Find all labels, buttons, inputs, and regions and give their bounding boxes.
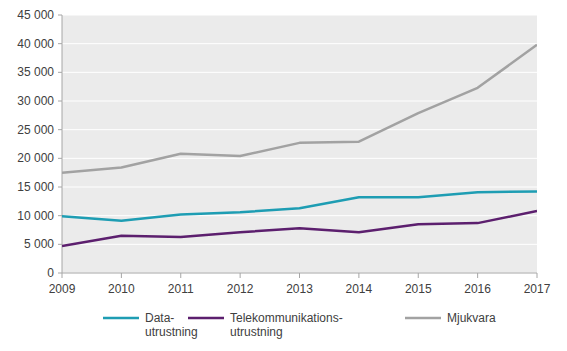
- legend-label-line: Telekommunikations-: [230, 311, 343, 325]
- legend-swatch: [188, 317, 224, 320]
- y-axis: [62, 15, 63, 273]
- plot-background: [62, 15, 537, 273]
- x-tick: [62, 273, 63, 278]
- x-tick-label: 2017: [524, 282, 551, 296]
- y-tick: [58, 101, 62, 102]
- y-tick: [58, 15, 62, 16]
- grid-line: [62, 43, 537, 44]
- legend-label-line: Data-: [145, 311, 174, 325]
- y-tick-label: 40 000: [17, 37, 54, 51]
- y-tick: [58, 187, 62, 188]
- y-tick-label: 5 000: [24, 237, 54, 251]
- y-tick: [58, 43, 62, 44]
- x-tick: [418, 273, 419, 278]
- y-tick: [58, 158, 62, 159]
- y-tick-label: 0: [47, 266, 54, 280]
- x-tick: [240, 273, 241, 278]
- grid-line: [62, 244, 537, 245]
- x-tick: [180, 273, 181, 278]
- grid-line: [62, 72, 537, 73]
- series-line: [62, 45, 537, 173]
- y-tick: [58, 244, 62, 245]
- legend-label: Telekommunikations-utrustning: [230, 311, 343, 339]
- y-tick: [58, 72, 62, 73]
- series-group: [62, 45, 537, 246]
- y-tick-label: 25 000: [17, 123, 54, 137]
- x-tick-label: 2013: [286, 282, 313, 296]
- x-tick-label: 2015: [405, 282, 432, 296]
- y-tick-label: 15 000: [17, 180, 54, 194]
- x-tick-label: 2011: [168, 282, 194, 296]
- legend-label-line: utrustning: [230, 325, 283, 339]
- series-line: [62, 192, 537, 221]
- legend-swatch: [103, 317, 139, 320]
- legend-label-line: utrustning: [145, 325, 198, 339]
- y-tick-label: 10 000: [17, 209, 54, 223]
- y-tick: [58, 129, 62, 130]
- x-tick-label: 2009: [49, 282, 76, 296]
- series-line: [62, 211, 537, 246]
- legend-label: Mjukvara: [447, 311, 496, 325]
- legend-label-line: Mjukvara: [447, 311, 496, 325]
- grid-line: [62, 158, 537, 159]
- legend-label: Data-utrustning: [145, 311, 198, 339]
- y-tick: [58, 215, 62, 216]
- y-tick-label: 30 000: [17, 94, 54, 108]
- y-tick-label: 35 000: [17, 65, 54, 79]
- y-tick-label: 20 000: [17, 151, 54, 165]
- grid-line: [62, 187, 537, 188]
- x-tick: [358, 273, 359, 278]
- grid-line: [62, 101, 537, 102]
- chart: 0 5 000 10 000 15 000 20 000 25 000 30 000 35 0…: [0, 0, 567, 351]
- x-tick-label: 2014: [346, 282, 373, 296]
- x-tick: [121, 273, 122, 278]
- x-tick: [537, 273, 538, 278]
- y-tick-label: 45 000: [17, 8, 54, 22]
- grid-line: [62, 129, 537, 130]
- x-tick-label: 2010: [108, 282, 135, 296]
- x-tick: [477, 273, 478, 278]
- grid-line: [62, 215, 537, 216]
- x-tick-label: 2016: [464, 282, 491, 296]
- y-tick: [58, 273, 62, 274]
- x-tick-label: 2012: [227, 282, 254, 296]
- grid-line: [62, 15, 537, 16]
- x-tick: [299, 273, 300, 278]
- legend-swatch: [405, 317, 441, 320]
